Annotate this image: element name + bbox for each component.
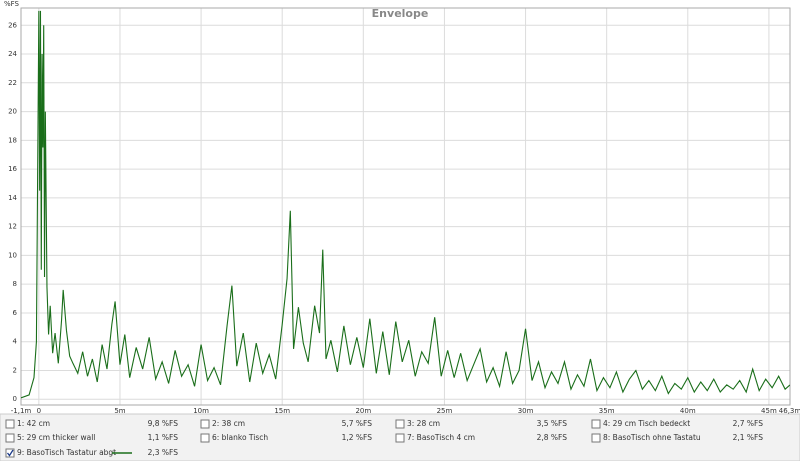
y-tick-label: 20 [8, 108, 17, 116]
legend-reading: 2,8 %FS [537, 433, 568, 442]
y-unit: %FS [4, 0, 20, 8]
legend-label: 7: BasoTisch 4 cm [407, 433, 475, 442]
legend-reading: 2,3 %FS [148, 448, 179, 457]
legend-checkbox[interactable] [200, 433, 210, 443]
y-tick-label: 18 [8, 136, 17, 144]
chart-title: Envelope [372, 7, 429, 20]
x-tick-label: 35m [599, 407, 615, 415]
legend-reading: 1,1 %FS [148, 433, 179, 442]
y-tick-label: 24 [8, 50, 17, 58]
legend-checkbox[interactable] [200, 419, 210, 429]
y-tick-label: 4 [13, 338, 18, 346]
grid [20, 8, 791, 405]
y-tick-label: 2 [13, 366, 17, 374]
x-tick-label: 15m [274, 407, 290, 415]
x-tick-label: 46,3m [779, 407, 800, 415]
legend-label: 6: blanko Tisch [212, 433, 268, 442]
legend-checkbox[interactable] [395, 419, 405, 429]
legend-checkbox[interactable] [591, 433, 601, 443]
legend-checkbox[interactable] [5, 448, 15, 458]
legend-reading: 5,7 %FS [342, 419, 373, 428]
legend-reading: 2,7 %FS [733, 419, 764, 428]
plot-frame [20, 7, 791, 406]
legend-reading: 2,1 %FS [733, 433, 764, 442]
y-tick-label: 26 [8, 21, 17, 29]
legend-reading: 9,8 %FS [148, 419, 179, 428]
legend-label: 1: 42 cm [17, 419, 50, 428]
x-tick-label: 25m [437, 407, 453, 415]
legend-label: 9: BasoTisch Tastatur abgt [17, 448, 116, 457]
x-tick-label: 30m [518, 407, 534, 415]
y-tick-label: 6 [13, 309, 18, 317]
legend-label: 4: 29 cm Tisch bedeckt [603, 419, 690, 428]
x-tick-label: 45m [761, 407, 777, 415]
legend-reading: 3,5 %FS [537, 419, 568, 428]
y-tick-label: 16 [8, 165, 17, 173]
legend-checkbox[interactable] [591, 419, 601, 429]
x-tick-label: 10m [193, 407, 209, 415]
legend-check [6, 449, 14, 457]
legend-reading: 1,2 %FS [342, 433, 373, 442]
legend-label: 5: 29 cm thicker wall [17, 433, 95, 442]
x-tick-label: 5m [114, 407, 125, 415]
y-tick-label: 10 [8, 251, 17, 259]
x-tick-label: 0 [37, 407, 41, 415]
y-tick-label: 8 [13, 280, 17, 288]
legend-checkbox[interactable] [5, 419, 15, 429]
y-tick-label: 12 [8, 223, 17, 231]
legend-label: 2: 38 cm [212, 419, 245, 428]
legend-label: 8: BasoTisch ohne Tastatu [603, 433, 701, 442]
data-line [21, 10, 790, 399]
legend-label: 3: 28 cm [407, 419, 440, 428]
y-tick-label: 14 [8, 194, 17, 202]
x-tick-label: 40m [680, 407, 696, 415]
legend-checkbox[interactable] [5, 433, 15, 443]
x-tick-label: -1,1m [11, 407, 32, 415]
x-tick-label: 20m [355, 407, 371, 415]
y-tick-label: 22 [8, 79, 17, 87]
y-tick-label: 0 [13, 395, 17, 403]
legend-checkbox[interactable] [395, 433, 405, 443]
